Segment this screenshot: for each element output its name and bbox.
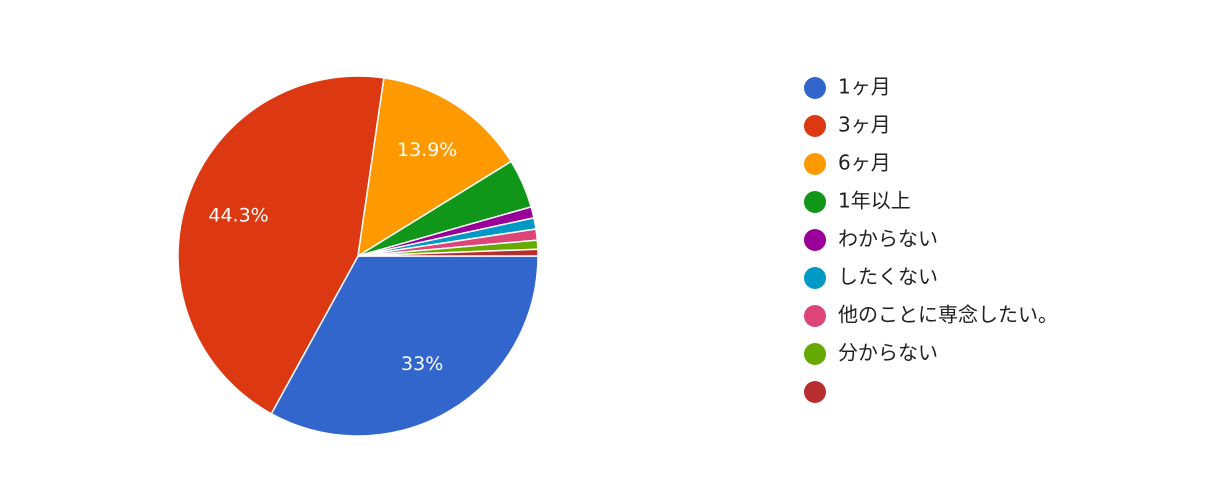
- legend-swatch: [804, 191, 826, 213]
- pie-slice: [357, 77, 513, 258]
- legend-label: 分からない: [838, 341, 938, 365]
- slice-label: 33%: [401, 353, 443, 375]
- legend-label: 3ヶ月: [838, 113, 891, 137]
- legend-swatch: [804, 77, 826, 99]
- slice-label: 13.9%: [397, 139, 457, 161]
- pie-slice: [270, 255, 539, 437]
- legend-label: 他のことに専念したい。: [838, 303, 1058, 327]
- legend-label: 6ヶ月: [838, 151, 891, 175]
- pie-slice: [177, 75, 385, 415]
- legend-label: 1ヶ月: [838, 75, 891, 99]
- legend-swatch: [804, 381, 826, 403]
- legend-swatch: [804, 267, 826, 289]
- slice-label: 44.3%: [208, 204, 268, 226]
- legend-swatch: [804, 153, 826, 175]
- legend-label: わからない: [838, 227, 938, 251]
- legend-swatch: [804, 305, 826, 327]
- legend-swatch: [804, 343, 826, 365]
- legend-swatch: [804, 229, 826, 251]
- legend-swatch: [804, 115, 826, 137]
- legend-label: したくない: [838, 265, 938, 289]
- pie-slice: [357, 248, 539, 257]
- legend-label: 1年以上: [838, 189, 911, 213]
